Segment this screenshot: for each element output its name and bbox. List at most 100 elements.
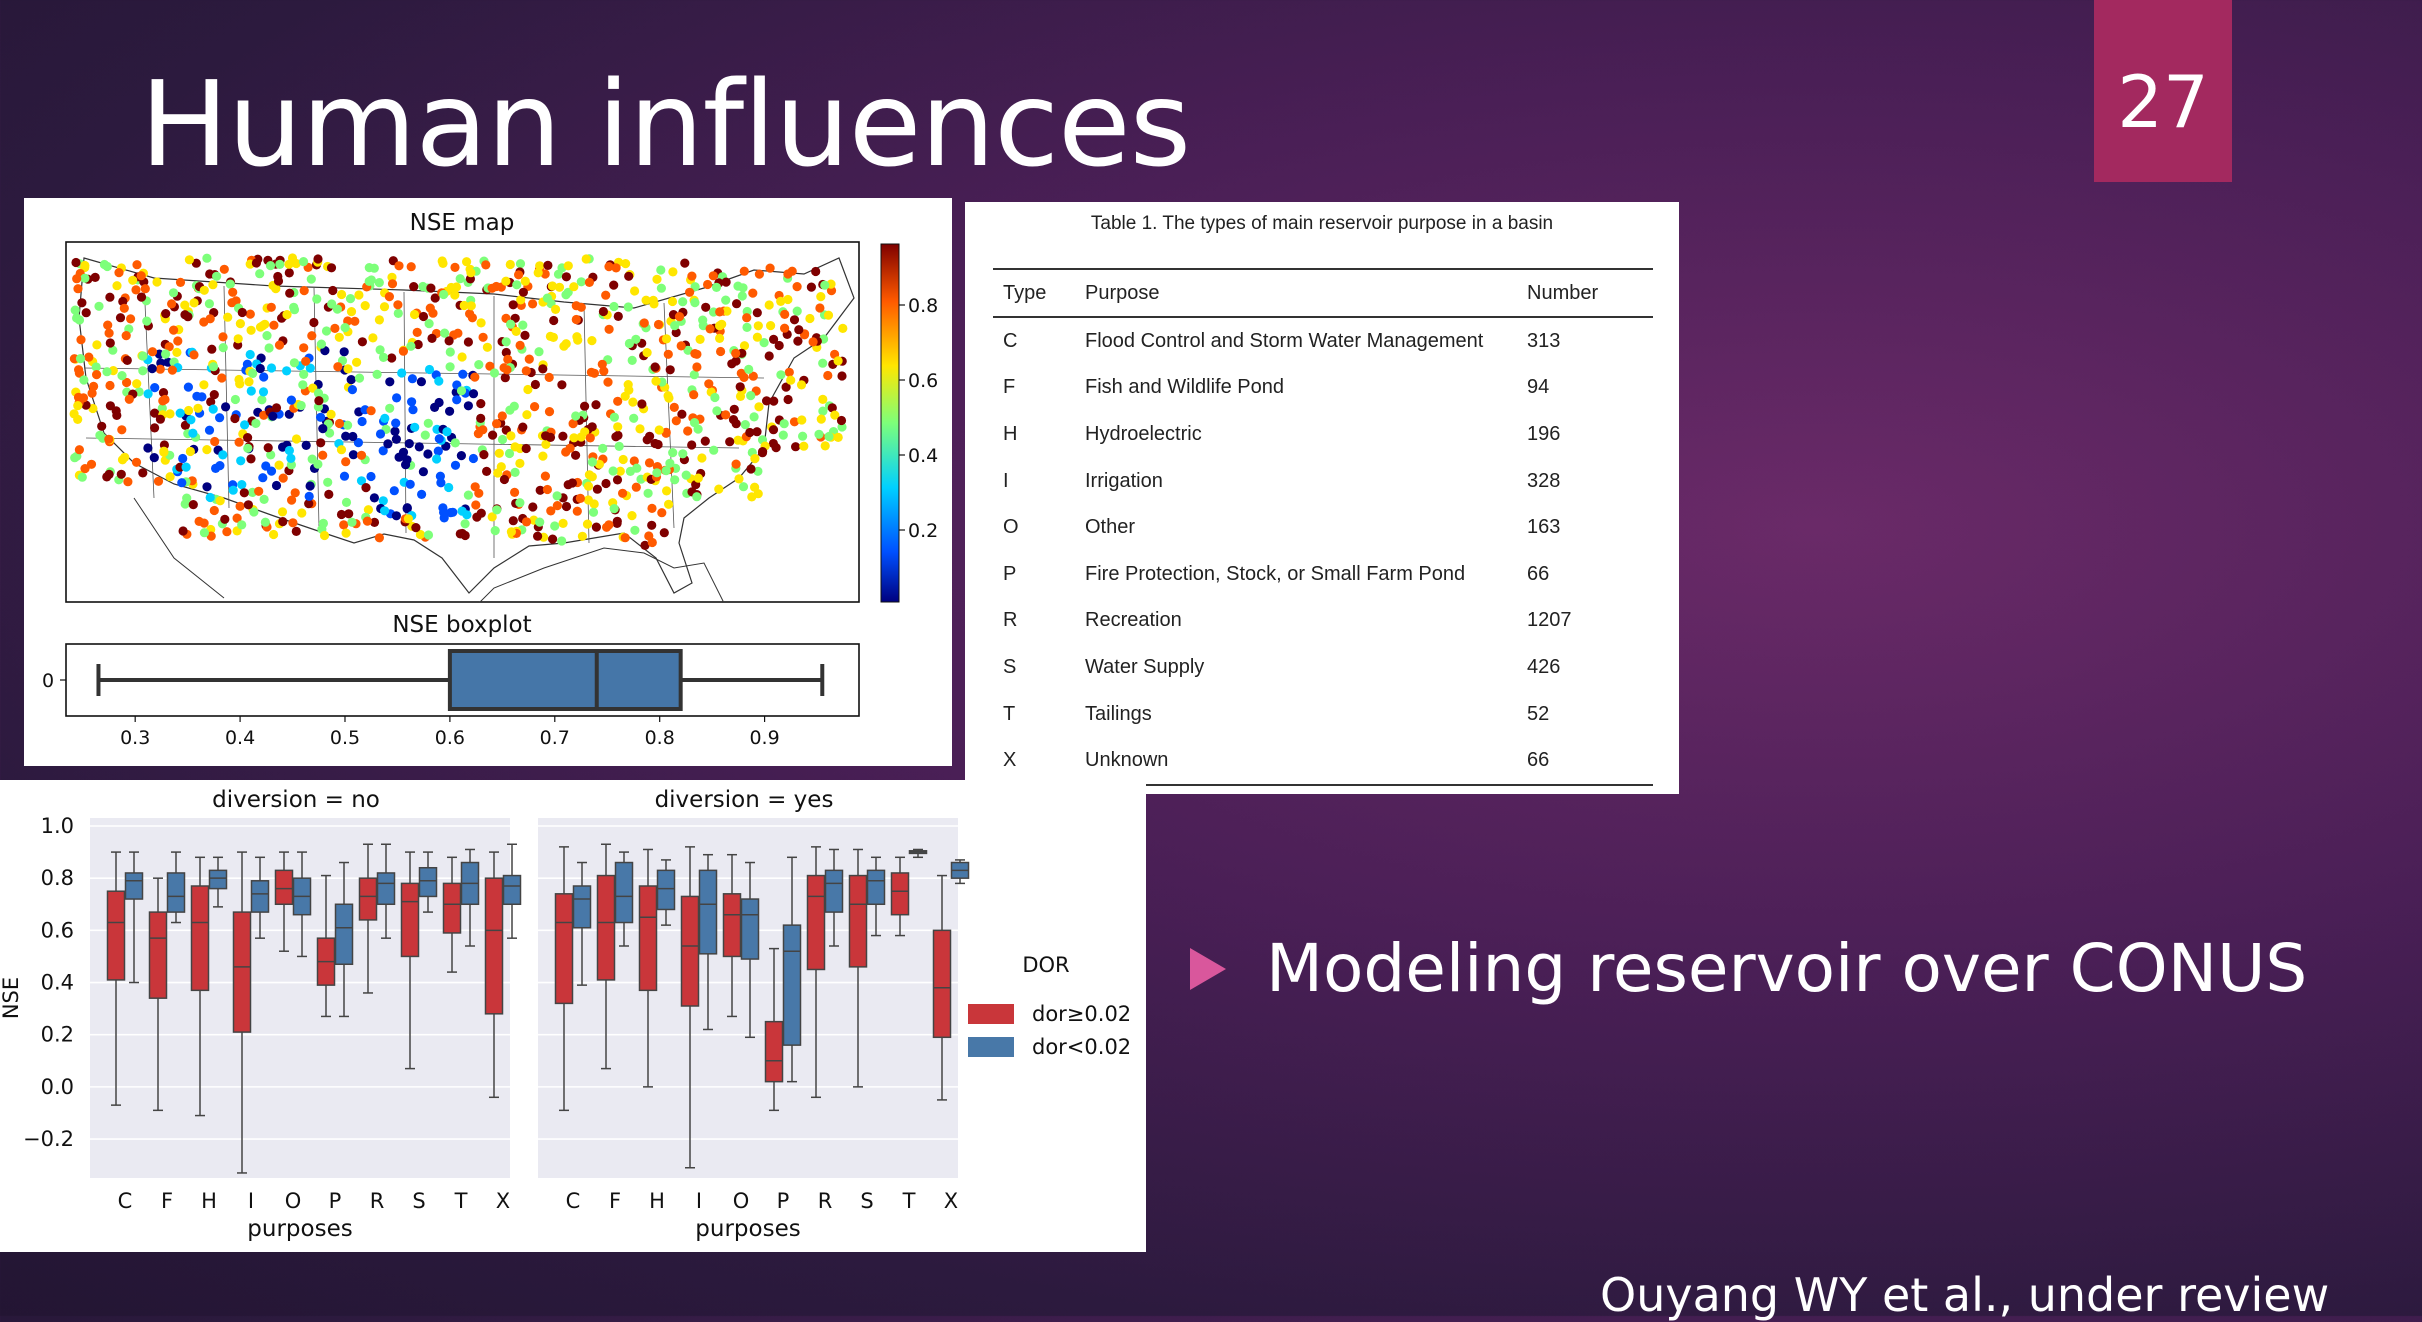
station-dot: [383, 439, 393, 449]
station-dot: [689, 390, 699, 400]
legend-swatch-dor-low: [968, 1037, 1014, 1057]
table-row: X Unknown 66: [993, 737, 1653, 786]
station-dot: [155, 414, 165, 424]
station-dot: [262, 331, 272, 341]
station-dot: [497, 411, 507, 421]
y-axis-label: NSE: [0, 977, 23, 1019]
station-dot: [604, 520, 614, 530]
station-dot: [218, 343, 228, 353]
station-dot: [487, 283, 497, 293]
station-dot: [407, 374, 417, 384]
station-dot: [73, 401, 83, 411]
station-dot: [345, 294, 356, 304]
station-dot: [242, 359, 252, 369]
station-dot: [73, 414, 83, 424]
station-dot: [482, 466, 492, 476]
station-dot: [390, 426, 400, 436]
station-dot: [613, 422, 623, 432]
station-dot: [237, 307, 247, 318]
box: [442, 882, 462, 934]
station-dot: [690, 298, 700, 308]
station-dot: [215, 496, 225, 506]
station-dot: [664, 499, 674, 509]
station-dot: [680, 258, 690, 268]
station-dot: [364, 276, 374, 286]
purpose-boxplot-figure: diversion = no diversion = yes 1.0 0.8 0…: [0, 787, 1131, 1242]
station-dot: [316, 412, 326, 422]
station-dot: [237, 480, 247, 490]
station-dot: [818, 358, 828, 368]
station-dot: [703, 279, 713, 290]
station-dot: [268, 411, 278, 421]
station-dot: [445, 406, 455, 416]
station-dot: [497, 434, 508, 445]
station-dot: [492, 419, 502, 429]
station-dot: [668, 448, 678, 458]
station-dot: [318, 518, 328, 528]
station-dot: [705, 324, 715, 334]
station-dot: [764, 300, 774, 310]
station-dot: [548, 534, 558, 544]
cell-type: H: [1003, 422, 1018, 445]
station-dot: [313, 459, 323, 469]
station-dot: [304, 491, 314, 501]
cell-type: F: [1003, 376, 1016, 399]
box: [484, 877, 504, 1015]
station-dot: [440, 328, 450, 338]
station-dot: [476, 318, 486, 328]
station-dot: [143, 443, 153, 453]
station-dot: [143, 389, 153, 399]
nse-xtick-label: 0.9: [749, 727, 779, 749]
station-dot: [701, 302, 711, 312]
station-dot: [621, 259, 631, 269]
station-dot: [251, 258, 261, 268]
station-dot: [202, 445, 212, 455]
station-dot: [340, 323, 350, 333]
station-dots: [69, 253, 848, 550]
station-dot: [808, 337, 818, 347]
station-dot: [778, 430, 788, 440]
station-dot: [476, 399, 486, 409]
station-dot: [759, 338, 769, 348]
box: [680, 895, 700, 1007]
station-dot: [445, 347, 455, 357]
box: [502, 874, 522, 906]
station-dot: [121, 331, 131, 341]
station-dot: [506, 431, 516, 441]
station-dot: [781, 382, 791, 392]
cell-number: 94: [1527, 376, 1550, 399]
station-dot: [389, 486, 399, 496]
station-dot: [150, 408, 160, 418]
station-dot: [76, 335, 86, 345]
station-dot: [833, 356, 843, 366]
station-dot: [557, 380, 567, 390]
station-dot: [246, 386, 256, 396]
station-dot: [138, 468, 148, 478]
station-dot: [665, 458, 675, 468]
station-dot: [648, 295, 658, 305]
box: [250, 880, 270, 913]
table-row: P Fire Protection, Stock, or Small Farm …: [993, 551, 1653, 598]
station-dot: [750, 454, 760, 464]
station-dot: [685, 287, 695, 297]
station-dot: [117, 425, 127, 435]
station-dot: [746, 391, 756, 401]
station-dot: [518, 320, 528, 330]
station-dot: [670, 321, 680, 331]
station-dot: [544, 372, 554, 382]
station-dot: [75, 354, 86, 364]
cell-purpose: Irrigation: [1085, 469, 1163, 492]
station-dot: [158, 396, 168, 406]
station-dot: [282, 310, 292, 320]
station-dot: [255, 363, 265, 374]
station-dot: [234, 374, 244, 385]
station-dot: [435, 471, 445, 481]
station-dot: [432, 454, 442, 464]
station-dot: [210, 436, 220, 447]
station-dot: [609, 301, 619, 312]
station-dot: [325, 428, 335, 438]
station-dot: [457, 352, 467, 362]
station-dot: [630, 525, 640, 535]
station-dot: [502, 365, 512, 375]
station-dot: [623, 302, 633, 312]
